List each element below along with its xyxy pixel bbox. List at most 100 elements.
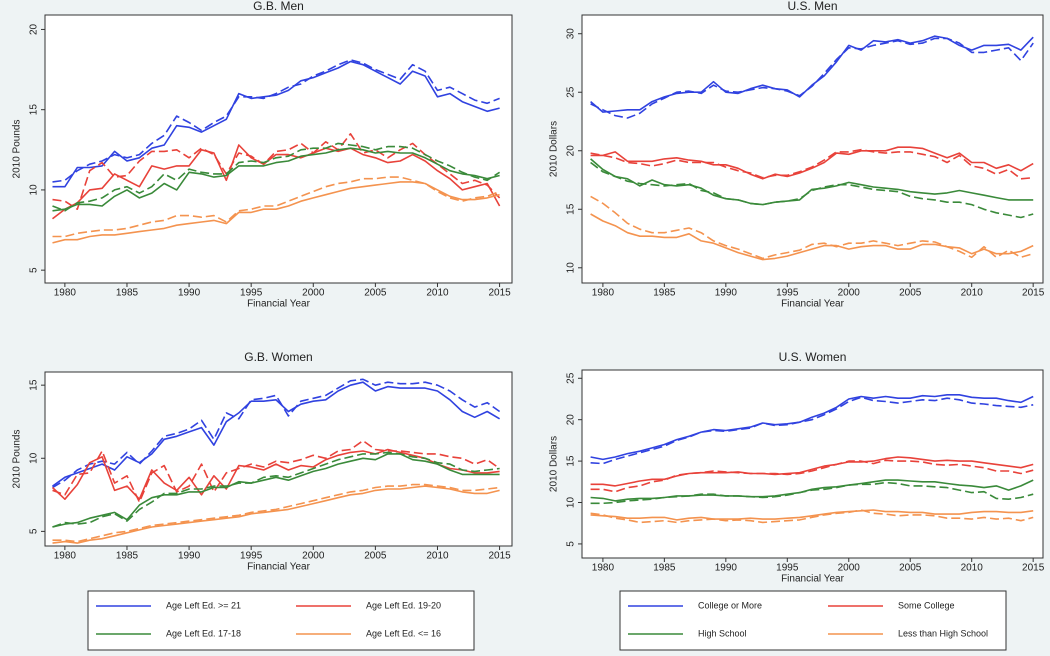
series-line <box>52 381 501 487</box>
x-tick-label: 1980 <box>592 563 615 574</box>
y-tick-label: 5 <box>29 267 40 273</box>
legend-label: Age Left Ed. <= 16 <box>366 628 441 638</box>
y-tick-label: 15 <box>566 455 577 467</box>
x-tick-label: 1995 <box>240 551 263 562</box>
y-tick-label: 15 <box>29 104 40 116</box>
plot-area <box>44 14 513 284</box>
x-tick-label: 2015 <box>488 551 511 562</box>
x-tick-label: 2000 <box>302 551 325 562</box>
series-line-dashed <box>52 59 500 183</box>
series-line <box>52 453 500 528</box>
y-axis-title: 2010 Dollars <box>549 121 560 177</box>
legend-label: Age Left Ed. >= 21 <box>166 600 241 610</box>
x-tick-label: 2000 <box>838 288 861 299</box>
x-tick-label: 2010 <box>961 563 984 574</box>
y-tick-label: 15 <box>566 203 577 215</box>
x-tick-label: 2015 <box>1022 563 1045 574</box>
plot-area <box>581 369 1044 559</box>
series-line-dashed <box>52 451 500 528</box>
series-line <box>52 147 500 212</box>
series-line <box>52 485 500 544</box>
series-line-dashed <box>590 509 1034 524</box>
series-line <box>590 213 1034 261</box>
legend-label: College or More <box>698 600 762 610</box>
series-line <box>590 509 1034 521</box>
legend-box <box>87 590 475 651</box>
plot-area <box>581 14 1044 284</box>
series-line <box>590 394 1034 461</box>
x-axis-title: Financial Year <box>781 299 844 310</box>
x-tick-label: 2005 <box>899 563 922 574</box>
series-line <box>52 60 500 188</box>
x-axis-title: Financial Year <box>781 574 844 585</box>
series-line <box>52 144 501 220</box>
legend-label: Some College <box>898 600 955 610</box>
series-line <box>590 456 1034 487</box>
series-line <box>52 181 500 244</box>
legend-box <box>619 590 1007 651</box>
x-tick-label: 1995 <box>776 288 799 299</box>
series-line-dashed <box>52 378 501 489</box>
x-tick-label: 2015 <box>1022 288 1045 299</box>
x-tick-label: 2005 <box>364 551 387 562</box>
y-tick-label: 20 <box>29 23 40 35</box>
series-line-dashed <box>590 396 1034 465</box>
panel-title: G.B. Women <box>244 350 312 364</box>
y-tick-label: 25 <box>566 86 577 98</box>
y-tick-label: 5 <box>566 541 577 547</box>
y-axis-title: 2010 Pounds <box>12 430 23 489</box>
x-tick-label: 1985 <box>653 288 676 299</box>
series-line <box>590 146 1034 180</box>
panel-title: U.S. Men <box>787 0 837 13</box>
y-axis-title: 2010 Pounds <box>12 120 23 179</box>
legend-label: Age Left Ed. 17-18 <box>166 628 241 638</box>
x-tick-label: 1985 <box>653 563 676 574</box>
y-tick-label: 20 <box>566 145 577 157</box>
series-line <box>590 35 1034 113</box>
y-tick-label: 25 <box>566 372 577 384</box>
x-tick-label: 1990 <box>178 551 201 562</box>
series-line-dashed <box>590 195 1034 260</box>
x-tick-label: 2000 <box>302 288 325 299</box>
x-axis-title: Financial Year <box>247 299 310 310</box>
y-axis-title: 2010 Dollars <box>549 436 560 492</box>
series-line-dashed <box>52 483 500 543</box>
x-tick-label: 1985 <box>116 551 139 562</box>
series-line-dashed <box>590 37 1034 119</box>
y-tick-label: 10 <box>566 497 577 509</box>
y-tick-label: 15 <box>29 379 40 391</box>
legend-label: High School <box>698 628 747 638</box>
x-tick-label: 2010 <box>426 551 449 562</box>
x-axis-title: Financial Year <box>247 562 310 573</box>
series-line <box>590 158 1034 206</box>
x-tick-label: 1980 <box>592 288 615 299</box>
x-tick-label: 1990 <box>715 288 738 299</box>
series-line-dashed <box>590 459 1034 493</box>
series-line-dashed <box>52 142 501 212</box>
x-tick-label: 1980 <box>54 288 77 299</box>
y-tick-label: 10 <box>29 452 40 464</box>
series-line-dashed <box>590 481 1034 505</box>
x-tick-label: 2010 <box>426 288 449 299</box>
x-tick-label: 1990 <box>715 563 738 574</box>
series-line-dashed <box>590 148 1034 180</box>
panel-title: U.S. Women <box>779 350 847 364</box>
x-tick-label: 1990 <box>178 288 201 299</box>
panel-title: G.B. Men <box>253 0 304 13</box>
series-line-dashed <box>52 439 501 503</box>
x-tick-label: 2005 <box>899 288 922 299</box>
series-line-dashed <box>590 161 1034 219</box>
x-tick-label: 1980 <box>54 551 77 562</box>
x-tick-label: 2015 <box>488 288 511 299</box>
x-tick-label: 2000 <box>838 563 861 574</box>
y-tick-label: 20 <box>566 414 577 426</box>
x-tick-label: 2005 <box>364 288 387 299</box>
legend-label: Less than High School <box>898 628 988 638</box>
x-tick-label: 1995 <box>776 563 799 574</box>
y-tick-label: 10 <box>29 184 40 196</box>
x-tick-label: 1995 <box>240 288 263 299</box>
legend-label: Age Left Ed. 19-20 <box>366 600 441 610</box>
x-tick-label: 2010 <box>961 288 984 299</box>
y-tick-label: 30 <box>566 28 577 40</box>
